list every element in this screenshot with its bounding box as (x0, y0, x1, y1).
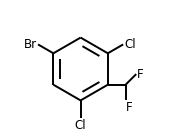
Text: F: F (137, 68, 144, 81)
Text: Cl: Cl (75, 119, 86, 132)
Text: Br: Br (24, 38, 37, 51)
Text: Cl: Cl (124, 38, 136, 51)
Text: F: F (126, 101, 133, 114)
